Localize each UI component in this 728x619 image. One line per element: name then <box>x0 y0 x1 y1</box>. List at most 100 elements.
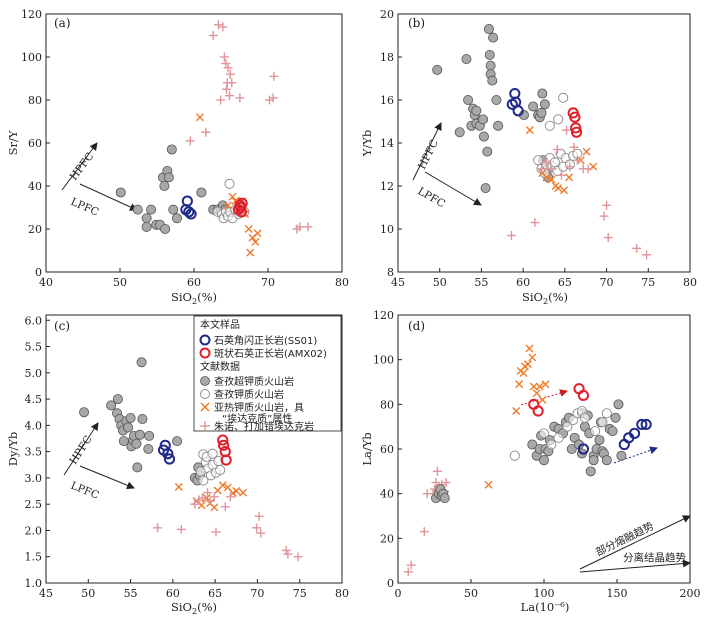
point-adakite <box>185 136 195 146</box>
point-alkaline <box>539 99 550 110</box>
point-subvolcanic <box>529 382 538 391</box>
point-subvolcanic <box>523 360 532 369</box>
panel-b-frame <box>397 13 691 273</box>
point-alkaline <box>478 114 489 125</box>
legend-adakite-marker <box>200 421 210 431</box>
point-potassic <box>198 475 209 486</box>
point-potassic <box>224 178 235 189</box>
point-subvolcanic <box>525 126 534 135</box>
point-subvolcanic <box>246 248 255 257</box>
point-ss01 <box>185 208 197 220</box>
point-adakite <box>536 164 546 174</box>
point-alkaline <box>607 426 618 437</box>
point-alkaline <box>528 101 539 112</box>
panel-a-frame <box>45 13 343 273</box>
point-adakite <box>441 478 451 487</box>
point-adakite <box>632 243 642 253</box>
point-alkaline <box>159 180 170 191</box>
point-alkaline <box>483 24 494 35</box>
point-ss01 <box>636 418 648 431</box>
point-amx02 <box>235 206 247 218</box>
point-adakite <box>254 511 264 521</box>
panel-a-ylabel: Sr/Y <box>6 130 20 155</box>
point-alkaline <box>454 127 465 138</box>
x-tick-label: 45 <box>39 587 53 600</box>
point-alkaline <box>196 187 207 198</box>
panel-b-annotations: HPFC LPFC <box>412 122 482 210</box>
panel-c-label: (c) <box>54 319 70 333</box>
point-alkaline <box>168 204 179 215</box>
panel-d-xlabel: La(10⁻⁶) <box>521 600 570 614</box>
point-adakite <box>208 31 218 40</box>
point-adakite <box>235 93 245 103</box>
y-tick-label: 1.0 <box>25 577 43 590</box>
point-alkaline <box>166 144 177 155</box>
point-alkaline <box>132 204 143 215</box>
y-tick-label: 100 <box>373 354 394 367</box>
hpfc-arrow <box>61 142 98 191</box>
point-adakite <box>403 567 413 577</box>
point-alkaline <box>471 105 482 116</box>
point-alkaline <box>131 438 142 449</box>
point-adakite <box>432 466 442 476</box>
panel-c-xlabel: SiO2(%) <box>171 600 217 616</box>
point-subvolcanic <box>528 353 537 362</box>
point-subvolcanic <box>560 186 569 195</box>
point-ss01 <box>181 195 193 207</box>
point-potassic <box>558 92 569 103</box>
y-tick-label: 1.5 <box>25 551 43 564</box>
x-tick-label: 40 <box>39 276 53 289</box>
point-adakite <box>218 22 228 32</box>
legend-alkaline-marker <box>200 376 210 386</box>
x-tick-label: 55 <box>124 587 138 600</box>
lpfc-label: LPFC <box>69 480 101 502</box>
point-potassic <box>590 426 601 437</box>
point-subvolcanic <box>210 503 219 512</box>
y-tick-label: 3.0 <box>25 472 43 485</box>
point-subvolcanic <box>224 201 233 210</box>
panel-a-label: (a) <box>54 16 71 30</box>
point-adakite <box>205 496 215 506</box>
point-alkaline <box>491 95 502 106</box>
x-tick-label: 150 <box>607 587 628 600</box>
point-adakite <box>295 222 305 232</box>
point-adakite <box>269 71 279 81</box>
y-tick-label: 14 <box>380 137 394 150</box>
legend-potassic: 查孜钾质火山岩 <box>214 388 284 401</box>
point-adakite <box>203 488 213 498</box>
lpfc-arrow <box>79 465 135 490</box>
x-tick-label: 70 <box>250 587 264 600</box>
panel-a-points <box>115 20 313 257</box>
y-tick-label: 3.5 <box>25 446 43 459</box>
point-adakite <box>223 63 233 73</box>
panel-c-grid-ticks: 45 50 55 60 65 70 75 80 1.0 1.5 2.0 2.5 3.0 3.5 4.0 4.5… <box>25 314 350 600</box>
point-adakite <box>603 233 613 243</box>
point-alkaline <box>163 172 174 183</box>
legend-subvolcanic-line2: “埃达克质”属性 <box>222 412 292 425</box>
x-tick-label: 100 <box>534 587 555 600</box>
y-tick-label: 5.0 <box>25 367 43 380</box>
point-adakite <box>602 200 612 210</box>
point-alkaline <box>143 443 154 454</box>
point-amx02 <box>220 454 232 466</box>
panel-c-points <box>79 357 303 562</box>
panel-b-xlabel: SiO2(%) <box>522 290 568 306</box>
point-adakite <box>211 527 221 537</box>
ss01-dashed-arrow <box>613 446 658 464</box>
point-ss01 <box>183 206 195 218</box>
panel-a-grid-ticks: 40 50 60 70 80 0 20 40 60 80 100 120 <box>21 8 349 289</box>
y-tick-label: 60 <box>28 137 42 150</box>
point-adakite <box>419 527 429 537</box>
lpfc-label: LPFC <box>69 196 101 219</box>
panel-a: 40 50 60 70 80 0 20 40 60 80 100 120 (a) Sr/Y SiO2(… <box>6 8 349 306</box>
point-adakite <box>225 69 235 79</box>
y-tick-label: 8 <box>387 266 394 279</box>
point-amx02 <box>217 434 229 446</box>
point-alkaline <box>616 450 627 461</box>
point-ss01 <box>163 453 176 465</box>
point-adakite <box>547 164 557 174</box>
point-alkaline <box>610 412 621 423</box>
y-tick-label: 16 <box>380 94 394 107</box>
y-tick-label: 20 <box>380 532 394 545</box>
